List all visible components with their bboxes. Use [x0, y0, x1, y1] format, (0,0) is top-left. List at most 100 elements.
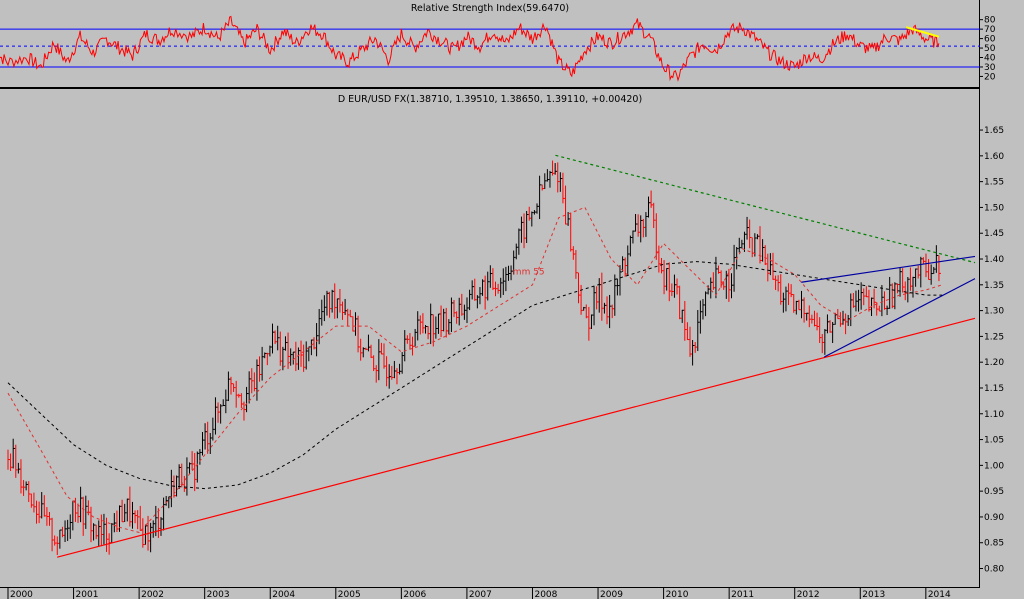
price-bar [243, 401, 246, 421]
price-bar [536, 203, 540, 214]
price-bar [663, 260, 667, 295]
price-bar [300, 340, 304, 367]
price-bar [624, 257, 628, 277]
price-bar [684, 301, 687, 341]
price-bar [349, 309, 353, 318]
price-bar [82, 496, 86, 536]
price-tick-label: 0.80 [984, 565, 1004, 575]
price-bar [269, 345, 272, 357]
price-bar [666, 268, 669, 291]
price-bar [186, 457, 189, 496]
price-tick-label: 1.10 [984, 410, 1004, 420]
price-bar [139, 505, 143, 531]
price-bar [611, 304, 615, 319]
price-bar [305, 341, 309, 370]
price-bar [728, 268, 731, 302]
price-bar [238, 393, 241, 398]
price-bar [777, 275, 781, 292]
price-bar [762, 239, 765, 262]
price-bar [201, 431, 205, 456]
price-bar [482, 279, 485, 296]
price-bar [7, 449, 10, 470]
price-bar [36, 500, 39, 524]
price-bar [440, 305, 444, 338]
price-bar [507, 265, 511, 281]
price-bar [676, 278, 680, 295]
price-bar [718, 265, 721, 274]
price-bar [925, 253, 928, 278]
price-bar [435, 316, 438, 339]
price-bar [253, 372, 257, 392]
price-tick-label: 1.25 [984, 332, 1004, 342]
price-bar [20, 459, 23, 494]
price-bar [528, 206, 532, 221]
price-tick-label: 1.30 [984, 307, 1004, 317]
trendline [823, 278, 976, 358]
price-bar [775, 275, 778, 290]
price-bar [837, 308, 840, 320]
price-bar [74, 497, 78, 522]
price-bar [318, 308, 322, 345]
price-bar [399, 363, 402, 375]
price-bar [380, 342, 384, 355]
price-bar [336, 298, 340, 319]
price-bar [157, 508, 161, 538]
price-bar [764, 245, 768, 265]
price-bar [878, 305, 882, 312]
price-bar [811, 314, 814, 324]
price-bar [832, 321, 835, 343]
price-tick-label: 1.60 [984, 152, 1004, 162]
price-bar [437, 313, 441, 334]
price-bar [284, 336, 288, 351]
price-bar [754, 233, 757, 257]
trendline [555, 154, 976, 264]
price-bar [741, 239, 744, 249]
price-bar [694, 342, 698, 353]
price-bar [583, 306, 586, 311]
price-bar [609, 294, 612, 329]
price-bar [658, 245, 661, 273]
rsi-title: Relative Strength Index(59.6470) [411, 3, 569, 14]
price-bar [842, 310, 845, 325]
price-tick-label: 1.05 [984, 436, 1004, 446]
price-bar [863, 288, 866, 306]
price-bar [386, 356, 389, 387]
price-bar [590, 314, 594, 330]
price-bar [767, 253, 770, 282]
price-bar [103, 513, 106, 545]
price-bar [469, 289, 472, 311]
time-tick-label: 2010 [666, 590, 689, 599]
price-bar [593, 286, 597, 326]
price-bar [720, 270, 724, 288]
price-bar [772, 252, 775, 280]
price-bar [25, 481, 29, 491]
price-bar [518, 228, 521, 255]
price-bar [189, 462, 192, 475]
price-bar [303, 344, 306, 372]
price-tick-label: 1.15 [984, 384, 1004, 394]
price-bar [803, 297, 807, 323]
price-bar [54, 535, 57, 546]
price-bar [168, 496, 171, 509]
price-bar [414, 328, 418, 347]
price-bar [373, 355, 376, 372]
price-bar [510, 265, 514, 281]
price-bar [453, 299, 457, 318]
price-bar [484, 275, 488, 310]
price-bar [505, 266, 508, 292]
price-bar [746, 216, 750, 240]
price-bar [450, 297, 454, 332]
price-bar [575, 250, 578, 279]
price-bar [347, 308, 350, 327]
rsi-tick-label: 60 [984, 35, 996, 45]
price-bar [616, 278, 620, 296]
price-bar [883, 291, 887, 310]
time-tick-label: 2001 [76, 590, 99, 599]
price-bar [38, 501, 42, 524]
price-bar [549, 170, 552, 188]
price-bar [121, 499, 125, 523]
price-bar [204, 423, 208, 450]
price-bar [632, 230, 635, 244]
rsi-line [0, 15, 940, 82]
price-bar [912, 276, 916, 298]
